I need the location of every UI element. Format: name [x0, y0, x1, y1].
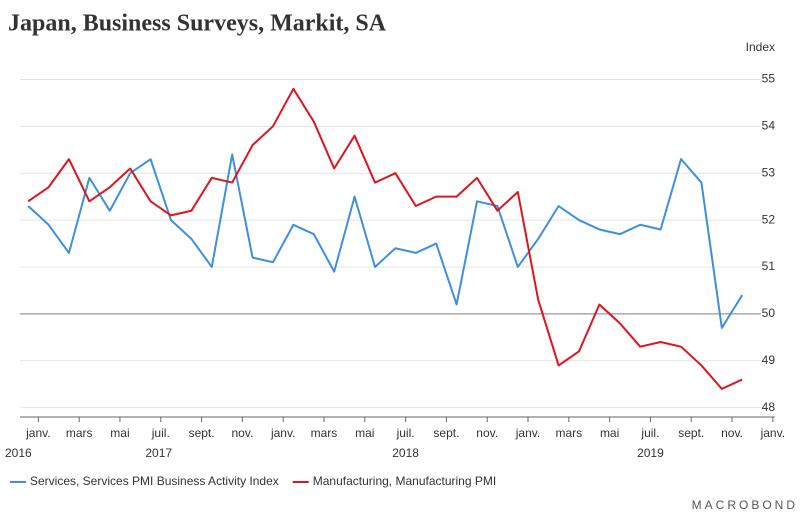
x-tick-label: mars	[311, 426, 338, 440]
year-label: 2018	[392, 446, 419, 460]
x-tick-label: nov.	[476, 426, 498, 440]
year-label: 2016	[5, 446, 32, 460]
legend-label: Manufacturing, Manufacturing PMI	[313, 474, 496, 488]
x-tick-label: sept.	[433, 426, 459, 440]
y-tick-label: 55	[762, 72, 776, 86]
year-label: 2017	[145, 446, 172, 460]
y-tick-label: 51	[762, 259, 776, 273]
x-tick-label: janv.	[270, 426, 295, 440]
x-tick-label: mai	[600, 426, 619, 440]
series-line	[27, 87, 743, 390]
x-tick-label: janv.	[25, 426, 50, 440]
x-tick-label: mai	[355, 426, 374, 440]
y-tick-label: 54	[762, 118, 776, 132]
y-tick-label: 53	[762, 165, 776, 179]
y-tick-label: 50	[762, 306, 776, 320]
x-tick-label: juil.	[396, 426, 415, 440]
x-tick-label: nov.	[721, 426, 743, 440]
series-line	[27, 153, 744, 329]
x-tick-label: nov.	[231, 426, 253, 440]
y-tick-label: 52	[762, 212, 776, 226]
y-tick-label: 49	[762, 353, 776, 367]
y-tick-label: 48	[762, 400, 776, 414]
legend-label: Services, Services PMI Business Activity…	[30, 474, 279, 488]
year-label: 2019	[637, 446, 664, 460]
x-tick-label: janv.	[760, 426, 785, 440]
x-tick-label: sept.	[678, 426, 704, 440]
x-tick-label: mai	[110, 426, 129, 440]
x-tick-label: sept.	[189, 426, 215, 440]
x-tick-label: mars	[555, 426, 582, 440]
x-tick-label: mars	[66, 426, 93, 440]
y-axis-label: Index	[746, 40, 775, 54]
x-tick-label: juil.	[151, 426, 170, 440]
x-tick-label: juil.	[640, 426, 659, 440]
chart-title: Japan, Business Surveys, Markit, SA	[8, 11, 387, 37]
brand: MACROBOND	[692, 498, 798, 512]
x-tick-label: janv.	[515, 426, 540, 440]
